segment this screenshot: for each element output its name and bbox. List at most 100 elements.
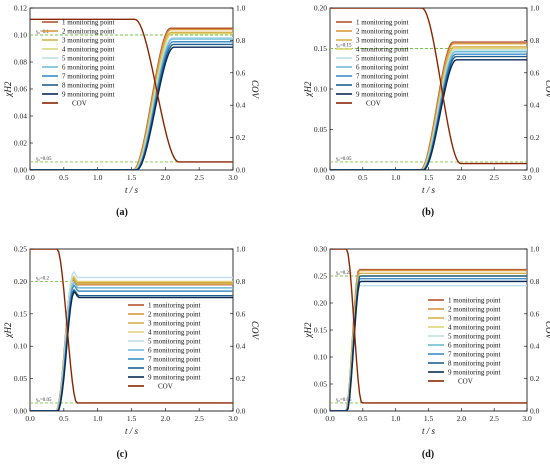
y2-tick-label: 0.8 xyxy=(530,36,540,45)
y2-axis-label: COV xyxy=(250,80,260,100)
y-tick-label: 0.20 xyxy=(314,4,327,13)
x-tick-label: 0.5 xyxy=(358,414,368,423)
y-tick-label: 0.15 xyxy=(314,44,327,53)
y2-tick-label: 1.0 xyxy=(530,245,540,254)
y2-tick-label: 0.2 xyxy=(530,133,540,142)
guide-label: γ₀=0.05 xyxy=(336,157,352,162)
series-line-3 xyxy=(330,272,527,411)
legend-label: 6 monitoring point xyxy=(62,63,115,71)
y-tick-label: 0.00 xyxy=(14,166,27,175)
x-tick-label: 2.0 xyxy=(161,173,171,182)
legend-label: 9 monitoring point xyxy=(148,373,201,381)
y-tick-label: 0.06 xyxy=(14,85,27,94)
x-axis-label: t / s xyxy=(125,426,139,436)
guide-label: γ₀=0.25 xyxy=(336,271,352,276)
legend-label: 1 monitoring point xyxy=(448,296,501,304)
y2-tick-label: 0.4 xyxy=(530,342,540,351)
x-tick-label: 1.5 xyxy=(127,414,137,423)
y2-axis-label: COV xyxy=(250,321,260,341)
x-tick-label: 2.0 xyxy=(161,414,171,423)
legend-label: 3 monitoring point xyxy=(448,314,501,322)
x-axis-label: t / s xyxy=(125,185,139,195)
series-line-4 xyxy=(30,275,233,411)
chart-panel-b: 0.0 0.5 1.0 1.5 2.0 2.5 3.0 0.00 0.05 0.10 0.15 0.2… xyxy=(303,4,550,219)
series-line-8 xyxy=(30,43,233,170)
legend-label: 4 monitoring point xyxy=(356,45,409,53)
y-tick-label: 0.05 xyxy=(314,125,327,134)
legend-label: 9 monitoring point xyxy=(62,90,115,98)
y2-tick-label: 0.4 xyxy=(236,101,246,110)
y-tick-label: 0.05 xyxy=(14,374,27,383)
legend-label: 4 monitoring point xyxy=(448,323,501,331)
series-line-7 xyxy=(30,41,233,170)
y-tick-label: 0.00 xyxy=(314,407,327,416)
x-tick-label: 1.0 xyxy=(93,414,103,423)
y2-tick-label: 0.2 xyxy=(236,133,246,142)
y-axis-label: χH2 xyxy=(303,322,313,338)
y2-tick-label: 0.0 xyxy=(236,166,246,175)
legend-label: 5 monitoring point xyxy=(356,54,409,62)
x-tick-label: 0.5 xyxy=(59,173,69,182)
panel-caption: (d) xyxy=(422,449,434,460)
y-axis-label: χH2 xyxy=(3,322,13,338)
y-tick-label: 0.30 xyxy=(314,245,327,254)
guide-label: γ₀=0.05 xyxy=(36,398,52,403)
legend-label: COV xyxy=(158,382,173,390)
y-tick-label: 0.20 xyxy=(314,299,327,308)
legend-label: 5 monitoring point xyxy=(448,332,501,340)
series-line-9 xyxy=(330,280,527,411)
x-tick-label: 0.0 xyxy=(25,414,35,423)
legend-label: 9 monitoring point xyxy=(448,368,501,376)
y2-tick-label: 0.0 xyxy=(530,407,540,416)
guide-label: γ₀=0.2 xyxy=(36,276,50,281)
legend-label: 7 monitoring point xyxy=(62,72,115,80)
x-tick-label: 2.5 xyxy=(489,173,499,182)
guide-label: γ₀=0.1 xyxy=(36,30,50,35)
x-tick-label: 0.0 xyxy=(25,173,35,182)
series-line-9 xyxy=(30,290,233,411)
y-tick-label: 0.10 xyxy=(314,85,327,94)
y-tick-label: 0.04 xyxy=(14,112,27,121)
x-tick-label: 1.0 xyxy=(391,173,401,182)
y-tick-label: 0.15 xyxy=(14,309,27,318)
legend-label: 2 monitoring point xyxy=(356,27,409,35)
x-tick-label: 3.0 xyxy=(522,173,532,182)
x-tick-label: 2.0 xyxy=(457,173,467,182)
legend-label: 9 monitoring point xyxy=(356,90,409,98)
legend-label: COV xyxy=(458,377,473,385)
series-line-1 xyxy=(30,27,233,170)
y-tick-label: 0.00 xyxy=(14,407,27,416)
y-tick-label: 0.15 xyxy=(314,326,327,335)
cov-line xyxy=(330,8,527,165)
x-tick-label: 2.5 xyxy=(194,173,204,182)
legend-label: 7 monitoring point xyxy=(448,350,501,358)
y2-tick-label: 0.8 xyxy=(236,36,246,45)
series-line-3 xyxy=(30,31,233,170)
x-tick-label: 1.5 xyxy=(424,414,434,423)
x-tick-label: 3.0 xyxy=(228,414,238,423)
legend-label: 3 monitoring point xyxy=(62,36,115,44)
x-tick-label: 1.0 xyxy=(93,173,103,182)
plot-area xyxy=(330,249,527,411)
y2-tick-label: 0.0 xyxy=(530,166,540,175)
series-line-5 xyxy=(30,37,233,170)
legend-label: 6 monitoring point xyxy=(448,341,501,349)
y2-tick-label: 0.2 xyxy=(530,374,540,383)
y-tick-label: 0.10 xyxy=(14,342,27,351)
y-axis-label: χH2 xyxy=(303,81,313,97)
y2-axis-label: COV xyxy=(544,80,550,100)
legend-label: 8 monitoring point xyxy=(62,81,115,89)
y2-tick-label: 0.8 xyxy=(530,277,540,286)
y-tick-label: 0.12 xyxy=(14,4,27,13)
y2-tick-label: 1.0 xyxy=(530,4,540,13)
chart-panel-a: 0.0 0.5 1.0 1.5 2.0 2.5 3.0 0.00 0.02 0.04 0.06 0.0… xyxy=(3,4,260,219)
y-tick-label: 0.05 xyxy=(314,380,327,389)
legend-label: 2 monitoring point xyxy=(448,305,501,313)
legend-label: 4 monitoring point xyxy=(62,45,115,53)
legend-label: COV xyxy=(72,99,87,107)
legend-label: 3 monitoring point xyxy=(148,319,201,327)
series-line-1 xyxy=(330,268,527,411)
